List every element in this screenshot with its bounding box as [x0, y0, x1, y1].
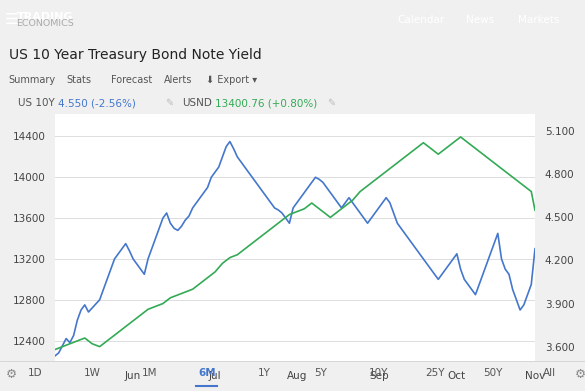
Text: US 10 Year Treasury Bond Note Yield: US 10 Year Treasury Bond Note Yield [9, 48, 261, 63]
Text: USND: USND [183, 98, 212, 108]
Text: 10Y: 10Y [369, 368, 388, 378]
Text: 1D: 1D [28, 368, 43, 378]
Text: 1W: 1W [84, 368, 101, 378]
Text: 4.550 (-2.56%): 4.550 (-2.56%) [58, 98, 136, 108]
Text: All: All [543, 368, 556, 378]
Text: News: News [466, 15, 494, 25]
Text: Calendar: Calendar [398, 15, 445, 25]
Text: 5Y: 5Y [315, 368, 328, 378]
Text: Forecast: Forecast [111, 75, 152, 85]
Text: 50Y: 50Y [483, 368, 503, 378]
Text: ☰: ☰ [5, 13, 18, 27]
Text: ⬇ Export ▾: ⬇ Export ▾ [205, 75, 257, 85]
Text: 6M: 6M [198, 368, 215, 378]
Text: Summary: Summary [9, 75, 56, 85]
Text: ⚙: ⚙ [6, 368, 17, 381]
Text: ✎: ✎ [165, 98, 173, 108]
Text: ECONOMICS: ECONOMICS [16, 19, 74, 28]
Text: US 10Y: US 10Y [18, 98, 54, 108]
Text: ⚙: ⚙ [575, 368, 585, 381]
Text: ✎: ✎ [328, 98, 336, 108]
Text: 1Y: 1Y [257, 368, 270, 378]
Text: Alerts: Alerts [164, 75, 192, 85]
Text: Markets: Markets [518, 15, 559, 25]
Text: TRADING: TRADING [16, 12, 73, 22]
Text: 13400.76 (+0.80%): 13400.76 (+0.80%) [215, 98, 318, 108]
Text: 1M: 1M [142, 368, 157, 378]
Text: 25Y: 25Y [426, 368, 445, 378]
Text: Stats: Stats [67, 75, 91, 85]
